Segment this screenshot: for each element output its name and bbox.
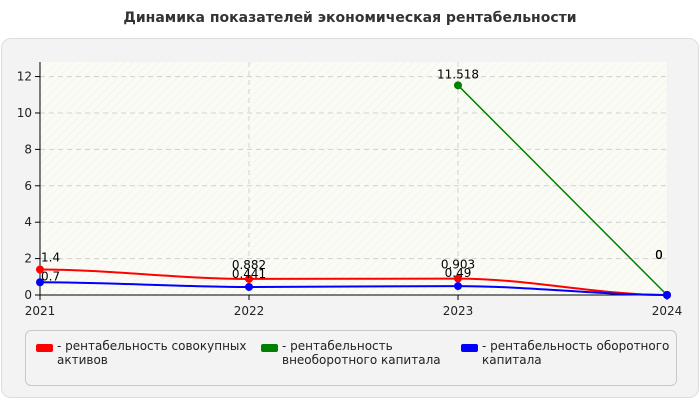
- legend-label: - рентабельность совокупных активов: [57, 339, 247, 367]
- data-label: 0: [655, 248, 663, 262]
- data-label: 0: [655, 248, 663, 262]
- x-tick-label: 2021: [25, 304, 56, 318]
- data-label: 0.49: [445, 266, 472, 280]
- y-tick-label: 2: [24, 252, 32, 266]
- series-line-3: [39, 281, 668, 296]
- x-tick-label: 2022: [234, 304, 265, 318]
- data-label: 0: [655, 248, 663, 262]
- data-point: [36, 265, 44, 274]
- data-point: [36, 278, 44, 287]
- gridlines: [40, 62, 667, 295]
- data-point: [454, 81, 462, 90]
- legend-label: - рентабельность внеоборотного капитала: [282, 339, 441, 367]
- x-tick-label: 2024: [652, 304, 683, 318]
- y-tick-label: 8: [24, 142, 32, 156]
- plot-area: [40, 62, 667, 295]
- y-tick-label: 4: [24, 215, 32, 229]
- data-point: [663, 291, 671, 299]
- data-point: [454, 274, 462, 283]
- series-line-1: [39, 268, 668, 296]
- y-tick-label: 0: [24, 288, 32, 302]
- legend-item: - рентабельность совокупных активов: [36, 339, 247, 367]
- series-line-2: [457, 84, 668, 296]
- data-label: 0.441: [232, 267, 266, 281]
- data-label: 0.7: [41, 269, 60, 283]
- legend-item: - рентабельность внеоборотного капитала: [261, 339, 441, 367]
- data-point: [245, 274, 253, 283]
- chart-title: Динамика показателей экономическая рента…: [123, 10, 577, 26]
- y-tick-label: 10: [17, 106, 32, 120]
- data-label: 0.882: [232, 258, 266, 272]
- y-tick-label: 12: [17, 70, 32, 84]
- y-tick-label: 6: [24, 179, 32, 193]
- data-label: 0.903: [441, 258, 475, 272]
- x-tick-label: 2023: [443, 304, 474, 318]
- data-point: [454, 282, 462, 291]
- axes: 0 2 4 6 8 10 12 2021 2022 2023 2024: [17, 62, 683, 318]
- data-point: [245, 282, 253, 291]
- legend-item: - рентабельность оборотного капитала: [461, 339, 669, 367]
- legend: - рентабельность совокупных активов - рент…: [25, 330, 677, 386]
- legend-label: - рентабельность оборотного капитала: [482, 339, 670, 367]
- legend-swatch: [36, 344, 53, 352]
- legend-swatch: [461, 344, 478, 352]
- legend-swatch: [261, 344, 278, 352]
- series-lines: [36, 81, 671, 299]
- data-label: 11.518: [437, 67, 479, 81]
- data-label: 1.4: [41, 251, 60, 265]
